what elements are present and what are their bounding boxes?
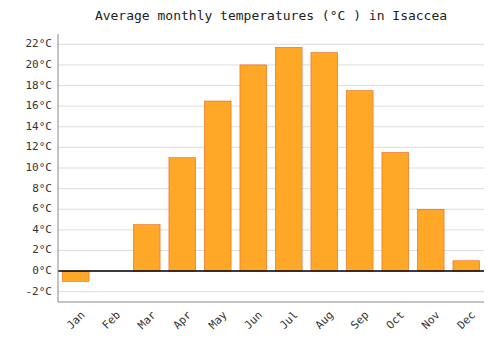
y-tick-label: 10°C [26, 161, 53, 174]
grid-line [58, 188, 484, 189]
x-tick-label: Apr [171, 308, 195, 332]
bar [240, 65, 267, 271]
grid-line [58, 106, 484, 107]
y-tick-label: 8°C [32, 182, 52, 195]
x-tick-label: Sep [348, 309, 371, 332]
bar [169, 158, 196, 271]
y-tick-label: 14°C [26, 120, 53, 133]
y-tick-label: 6°C [32, 202, 52, 215]
bar [382, 153, 409, 272]
grid-line [58, 85, 484, 86]
chart-svg: -2°C 0°C 2°C 4°C 6°C 8°C 10°C 12°C 14°C 16°C 18°C 2… [0, 0, 500, 350]
grid-line [58, 64, 484, 65]
y-tick-label: 18°C [26, 79, 53, 92]
zero-line [58, 270, 484, 272]
x-tick-label: Dec [455, 309, 478, 332]
grid-line [58, 271, 484, 272]
x-axis-line [58, 302, 484, 303]
y-tick-labels: -2°C 0°C 2°C 4°C 6°C 8°C 10°C 12°C 14°C 16°C 18°C 2… [26, 37, 53, 297]
grid-line [58, 291, 484, 292]
bar [275, 47, 302, 271]
y-tick-label: 4°C [32, 223, 52, 236]
chart-title: Average monthly temperatures (°C ) in Is… [95, 8, 447, 23]
y-tick-label: 2°C [32, 243, 52, 256]
x-tick-label: Nov [419, 308, 443, 332]
y-tick-label: 16°C [26, 99, 53, 112]
y-grid [58, 44, 484, 291]
x-tick-label: Mar [135, 308, 159, 332]
bar [204, 101, 231, 271]
y-tick-label: 12°C [26, 140, 53, 153]
x-tick-label: Oct [384, 309, 407, 332]
y-tick-label: 0°C [32, 264, 52, 277]
y-axis-line [58, 34, 59, 302]
x-tick-label: Jun [242, 309, 265, 332]
bar [346, 91, 373, 271]
y-tick-label: 20°C [26, 58, 53, 71]
chart-container: -2°C 0°C 2°C 4°C 6°C 8°C 10°C 12°C 14°C 16°C 18°C 2… [0, 0, 500, 350]
grid-line [58, 168, 484, 169]
x-tick-label: May [206, 308, 230, 332]
bar [417, 209, 444, 271]
x-tick-label: Feb [100, 309, 123, 332]
bar [133, 225, 160, 271]
bars [62, 47, 479, 281]
grid-line [58, 126, 484, 127]
y-tick-label: -2°C [26, 285, 53, 298]
grid-line [58, 147, 484, 148]
bar [311, 53, 338, 272]
x-tick-labels: Jan Feb Mar Apr May Jun Jul Aug Sep Oct Nov Dec [64, 308, 478, 332]
grid-line [58, 44, 484, 45]
bar [62, 271, 89, 281]
x-tick-label: Jan [64, 309, 87, 332]
x-tick-label: Jul [277, 309, 300, 332]
bar [453, 261, 480, 271]
x-tick-label: Aug [313, 309, 336, 332]
y-tick-label: 22°C [26, 37, 53, 50]
